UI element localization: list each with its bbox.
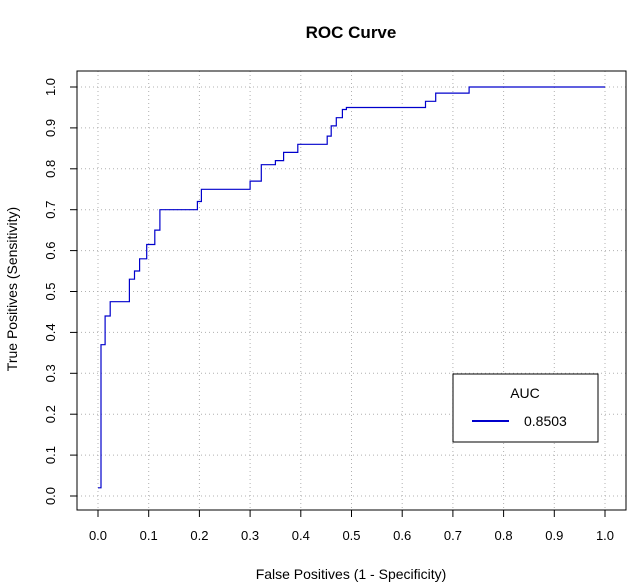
x-tick-label: 0.3 [241, 528, 259, 543]
y-axis-label: True Positives (Sensitivity) [4, 207, 20, 371]
x-tick-label: 0.5 [342, 528, 360, 543]
roc-curve-line [98, 86, 605, 489]
plot-frame [76, 70, 627, 511]
chart-title: ROC Curve [306, 23, 397, 42]
legend-title: AUC [510, 385, 540, 401]
y-tick-label: 0.8 [43, 160, 58, 178]
x-tick-label: 0.9 [545, 528, 563, 543]
legend-entry: 0.8503 [524, 413, 567, 429]
y-tick-label: 0.4 [43, 323, 58, 341]
x-axis-label: False Positives (1 - Specificity) [256, 566, 447, 582]
y-tick-label: 0.3 [43, 364, 58, 382]
y-tick-label: 0.7 [43, 201, 58, 219]
x-axis: 0.0 0.1 0.2 0.3 0.4 0.5 0.6 0.7 0.8 0.9 1.0 [89, 510, 614, 543]
y-tick-label: 0.6 [43, 242, 58, 260]
x-tick-label: 0.1 [140, 528, 158, 543]
grid [77, 71, 626, 510]
x-tick-label: 0.2 [190, 528, 208, 543]
legend-box [452, 373, 599, 443]
x-tick-label: 0.4 [292, 528, 310, 543]
y-tick-label: 0.2 [43, 405, 58, 423]
y-axis: 0.0 0.1 0.2 0.3 0.4 0.5 0.6 0.7 0.8 0.9 1.0 [43, 78, 77, 505]
x-tick-label: 0.0 [89, 528, 107, 543]
y-tick-label: 0.9 [43, 119, 58, 137]
y-tick-label: 0.0 [43, 487, 58, 505]
legend: AUC 0.8503 [452, 373, 599, 443]
y-tick-label: 0.1 [43, 446, 58, 464]
series-layer [98, 86, 605, 489]
x-tick-label: 0.8 [495, 528, 513, 543]
x-tick-label: 0.6 [393, 528, 411, 543]
y-tick-label: 0.5 [43, 282, 58, 300]
y-tick-label: 1.0 [43, 78, 58, 96]
x-tick-label: 1.0 [596, 528, 614, 543]
x-tick-label: 0.7 [444, 528, 462, 543]
